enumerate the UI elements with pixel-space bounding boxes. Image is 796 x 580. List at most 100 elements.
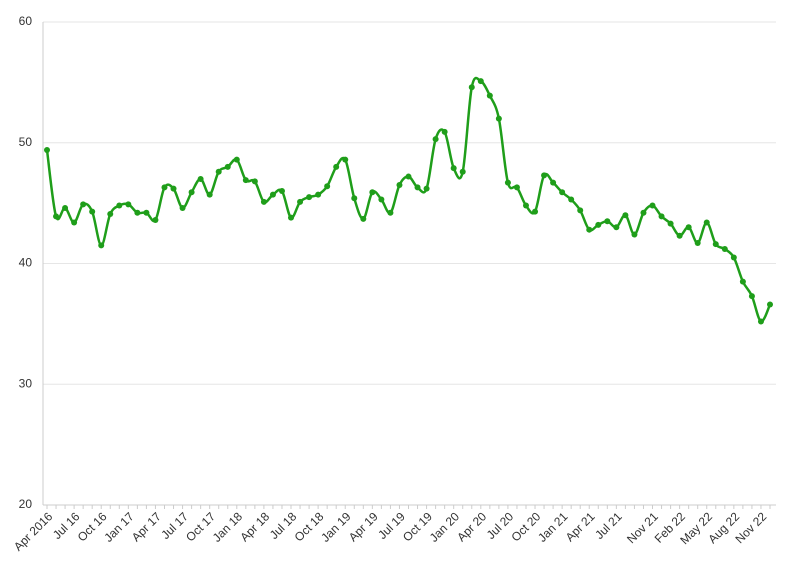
point [559,189,566,196]
point [721,246,728,253]
point [477,78,484,85]
point [450,165,457,172]
point [62,204,69,211]
point [288,214,295,221]
point [441,128,448,135]
point [694,239,701,246]
point [649,202,656,209]
point [577,207,584,214]
x-tick-label: Apr 20 [454,509,489,544]
x-tick-label: Jan 18 [210,509,246,545]
point [197,175,204,182]
point [486,92,493,99]
point [134,209,141,216]
point [251,178,258,185]
point [396,182,403,189]
point [414,184,421,191]
point [522,202,529,209]
x-tick-label: Apr 19 [346,509,381,544]
point [260,198,267,205]
point [324,183,331,190]
point [306,194,313,201]
point [748,293,755,300]
point [98,242,105,249]
point [315,191,322,198]
point [278,188,285,195]
point [468,84,475,91]
y-tick-label: 50 [19,135,33,149]
x-tick-label: Jan 17 [101,509,137,545]
x-tick-label: Apr 2016 [11,509,56,554]
point [143,209,150,216]
point [107,210,114,217]
x-tick-label: Apr 18 [237,509,272,544]
point [712,241,719,248]
point [550,179,557,186]
point [53,213,60,220]
point [179,204,186,211]
point [586,226,593,233]
point [405,173,412,180]
point [532,208,539,215]
x-tick-label: Jan 19 [318,509,354,545]
point [333,163,340,170]
point [170,185,177,192]
point [541,172,548,179]
x-tick-label: Jul 21 [592,509,625,542]
point [595,221,602,228]
y-tick-label: 30 [19,376,33,390]
x-tick-label: Nov 22 [733,509,770,546]
point [233,156,240,163]
y-tick-label: 20 [19,497,33,511]
point [622,212,629,219]
point [89,208,96,215]
point [44,146,50,153]
point [224,163,231,170]
point [342,156,349,163]
point [513,184,520,191]
point [667,220,674,227]
point [215,168,222,175]
point [297,198,304,205]
point [640,209,647,216]
point [757,318,764,325]
point [116,202,123,209]
point [613,224,620,231]
point [269,191,276,198]
point [369,189,376,196]
y-tick-label: 60 [19,14,33,28]
point [495,115,502,122]
point [80,201,87,208]
point [206,191,213,198]
point [125,201,132,208]
point [351,195,358,202]
point [459,168,466,175]
point [152,217,159,224]
point [703,219,710,226]
point [685,224,692,231]
point [71,219,78,226]
point [568,196,575,203]
point [739,278,746,285]
x-tick-label: Apr 21 [563,509,598,544]
point [767,301,773,308]
x-tick-label: Jan 21 [535,509,571,545]
point [631,231,638,238]
point [161,184,168,191]
point [360,215,367,222]
point [378,196,385,203]
y-tick-label: 40 [19,256,33,270]
point [676,232,683,239]
point [432,136,439,143]
x-tick-label: Jan 20 [427,509,463,545]
line [45,76,772,323]
point [387,209,394,216]
point [658,213,665,220]
point [504,179,511,186]
point [604,218,611,225]
point [242,177,249,184]
x-tick-label: Apr 17 [129,509,164,544]
point [188,189,195,196]
point [730,254,737,261]
